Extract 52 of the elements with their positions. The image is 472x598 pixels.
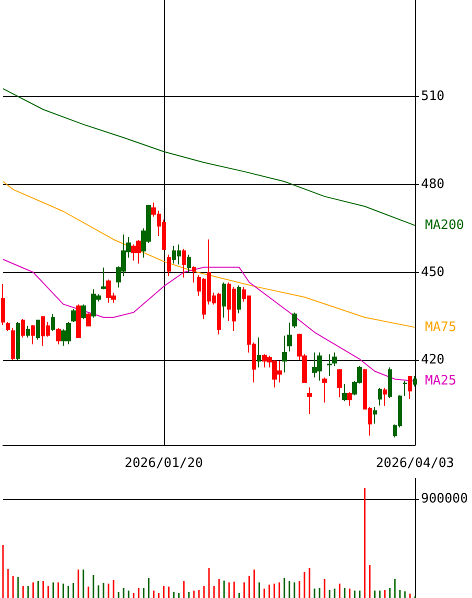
candlestick: [292, 312, 297, 328]
candlestick: [76, 304, 81, 338]
candlestick: [332, 352, 337, 366]
candlestick: [1, 283, 5, 326]
candlestick: [81, 304, 86, 320]
candlestick: [187, 254, 191, 273]
y-tick-label: 900000: [421, 491, 468, 506]
candlestick: [86, 312, 91, 326]
series-label: MA75: [425, 320, 456, 335]
x-tick-label: 2026/01/20: [124, 456, 203, 471]
line-series: [2, 88, 416, 226]
candlestick: [6, 322, 10, 332]
candlestick: [337, 368, 342, 398]
series-label: MA25: [425, 374, 456, 389]
x-tick-label: 2026/04/03: [376, 456, 454, 471]
candlestick: [237, 284, 241, 314]
candlestick: [31, 324, 35, 345]
y-tick-label: 420: [421, 352, 444, 368]
candlestick: [287, 322, 292, 352]
y-tick-label: 480: [421, 176, 444, 192]
candlestick: [342, 384, 347, 402]
candlestick: [388, 366, 392, 399]
candlestick: [373, 406, 377, 424]
candlestick: [413, 375, 417, 387]
candlestick: [101, 267, 106, 290]
candlestick: [182, 248, 186, 278]
candlestick: [36, 320, 40, 340]
candlestick: [167, 254, 171, 277]
candlestick: [21, 318, 25, 338]
candlestick: [347, 392, 352, 406]
candlestick: [222, 282, 226, 318]
candlestick: [383, 387, 387, 406]
candlestick: [378, 387, 382, 406]
candlestick: [26, 325, 30, 338]
candlestick: [403, 380, 407, 396]
candlestick: [322, 377, 327, 404]
candlestick: [192, 266, 196, 284]
candlestick: [51, 314, 55, 332]
candlestick: [307, 386, 312, 414]
candlestick: [327, 354, 332, 376]
candlestick: [16, 322, 20, 361]
y-tick-label: 510: [421, 89, 444, 104]
line-series: [2, 258, 416, 382]
series-label: MA200: [425, 218, 464, 233]
line-series: [2, 181, 416, 328]
candlestick: [282, 335, 287, 373]
y-tick-label: 450: [421, 264, 444, 280]
candlestick: [257, 337, 261, 368]
candlestick: [71, 308, 76, 323]
candlestick: [408, 375, 412, 400]
candlestick: [11, 327, 15, 361]
candlestick: [56, 327, 61, 345]
